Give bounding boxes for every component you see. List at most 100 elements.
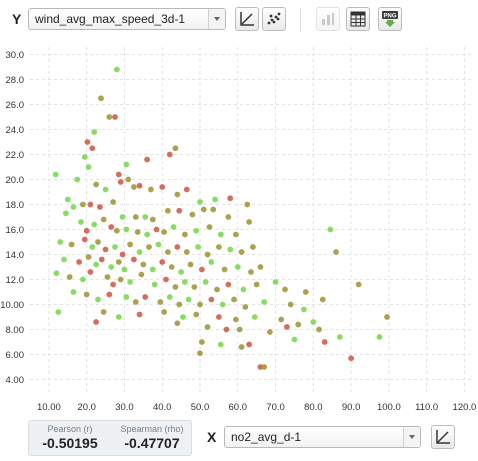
scatter-point[interactable] [231, 296, 237, 303]
scatter-point[interactable] [123, 161, 130, 168]
scatter-point[interactable] [134, 229, 141, 235]
scatter-point[interactable] [202, 279, 209, 285]
scatter-point[interactable] [147, 186, 154, 193]
scatter-point[interactable] [130, 256, 137, 263]
scatter-point[interactable] [117, 276, 124, 283]
scatter-point[interactable] [157, 299, 164, 305]
x-log-scale-button[interactable] [431, 425, 455, 449]
scatter-point[interactable] [70, 289, 77, 295]
scatter-point[interactable] [197, 199, 203, 205]
scatter-point[interactable] [217, 231, 224, 238]
scatter-point[interactable] [113, 227, 120, 234]
scatter-point[interactable] [225, 214, 232, 220]
scatter-point[interactable] [146, 244, 152, 250]
scatter-point[interactable] [376, 334, 383, 340]
scatter-point[interactable] [79, 276, 86, 283]
scatter-point[interactable] [159, 184, 166, 190]
scatter-point[interactable] [100, 216, 107, 223]
scatter-point[interactable] [108, 224, 115, 230]
scatter-point[interactable] [93, 181, 100, 188]
scatter-point[interactable] [121, 266, 128, 273]
scatter-point[interactable] [302, 289, 309, 295]
scatter-point[interactable] [89, 244, 96, 250]
scatter-point[interactable] [300, 306, 307, 313]
scatter-point[interactable] [257, 264, 264, 270]
scatter-point[interactable] [91, 129, 98, 135]
scatter-point[interactable] [115, 259, 122, 265]
scatter-point[interactable] [316, 326, 322, 333]
scatter-point[interactable] [149, 266, 156, 273]
scatter-point[interactable] [161, 229, 168, 235]
scatter-point[interactable] [174, 191, 181, 198]
scatter-point[interactable] [98, 256, 105, 263]
scatter-point[interactable] [242, 304, 249, 310]
scatter-point[interactable] [136, 182, 143, 189]
scatter-point[interactable] [195, 244, 202, 250]
scatter-point[interactable] [95, 239, 101, 245]
scatter-point[interactable] [142, 294, 149, 300]
scatter-point[interactable] [204, 251, 211, 258]
scatter-point[interactable] [240, 286, 247, 293]
scatter-point[interactable] [115, 314, 122, 320]
scatter-point[interactable] [127, 279, 134, 285]
scatter-point[interactable] [164, 207, 171, 214]
scatter-point[interactable] [102, 246, 109, 253]
scatter-point[interactable] [151, 281, 158, 288]
scatter-point[interactable] [212, 196, 219, 203]
scatter-point[interactable] [168, 264, 175, 270]
scatter-point[interactable] [291, 336, 298, 343]
scatter-point[interactable] [53, 270, 60, 277]
scatter-point[interactable] [200, 206, 207, 213]
scatter-point[interactable] [110, 199, 117, 205]
scatter-point[interactable] [132, 299, 139, 305]
scatter-point[interactable] [232, 231, 239, 238]
y-jitter-button[interactable] [262, 7, 286, 31]
scatter-point[interactable] [248, 269, 254, 275]
scatter-plot[interactable]: 4.00 6.00 8.00 10.00 12.0 14.0 16.0 18.0 20.0 22.… [0, 40, 478, 418]
scatter-point[interactable] [164, 249, 171, 255]
scatter-point[interactable] [223, 326, 230, 333]
scatter-point[interactable] [185, 296, 192, 303]
scatter-point[interactable] [91, 221, 98, 228]
scatter-point[interactable] [57, 239, 64, 245]
scatter-point[interactable] [217, 341, 224, 348]
scatter-point[interactable] [310, 319, 317, 325]
scatter-point[interactable] [66, 274, 73, 280]
scatter-point[interactable] [136, 249, 143, 255]
scatter-point[interactable] [163, 276, 169, 283]
scatter-point[interactable] [140, 261, 147, 268]
scatter-point[interactable] [336, 334, 343, 340]
scatter-point[interactable] [102, 186, 109, 193]
scatter-point[interactable] [155, 241, 162, 248]
scatter-point[interactable] [52, 171, 59, 178]
scatter-point[interactable] [206, 224, 213, 230]
scatter-point[interactable] [144, 231, 151, 238]
scatter-point[interactable] [106, 114, 113, 120]
scatter-point[interactable] [282, 286, 288, 293]
scatter-point[interactable] [174, 244, 181, 250]
scatter-point[interactable] [208, 296, 215, 303]
scatter-point[interactable] [225, 281, 232, 288]
scatter-point[interactable] [219, 301, 226, 308]
scatter-point[interactable] [278, 316, 285, 323]
scatter-point[interactable] [84, 139, 91, 145]
scatter-point[interactable] [227, 195, 234, 202]
scatter-point[interactable] [261, 364, 268, 370]
scatter-point[interactable] [95, 296, 101, 303]
scatter-point[interactable] [181, 279, 188, 285]
scatter-point[interactable] [198, 339, 205, 345]
scatter-point[interactable] [166, 294, 173, 300]
scatter-point[interactable] [119, 251, 126, 258]
scatter-point[interactable] [208, 259, 215, 265]
scatter-point[interactable] [198, 266, 205, 273]
scatter-point[interactable] [238, 344, 245, 350]
scatter-point[interactable] [125, 176, 132, 183]
scatter-point[interactable] [64, 196, 71, 203]
scatter-point[interactable] [81, 154, 88, 160]
scatter-point[interactable] [187, 261, 194, 268]
scatter-point[interactable] [272, 279, 279, 285]
scatter-point[interactable] [166, 151, 173, 158]
scatter-point[interactable] [149, 216, 156, 223]
scatter-point[interactable] [333, 249, 339, 255]
scatter-point[interactable] [62, 210, 69, 217]
